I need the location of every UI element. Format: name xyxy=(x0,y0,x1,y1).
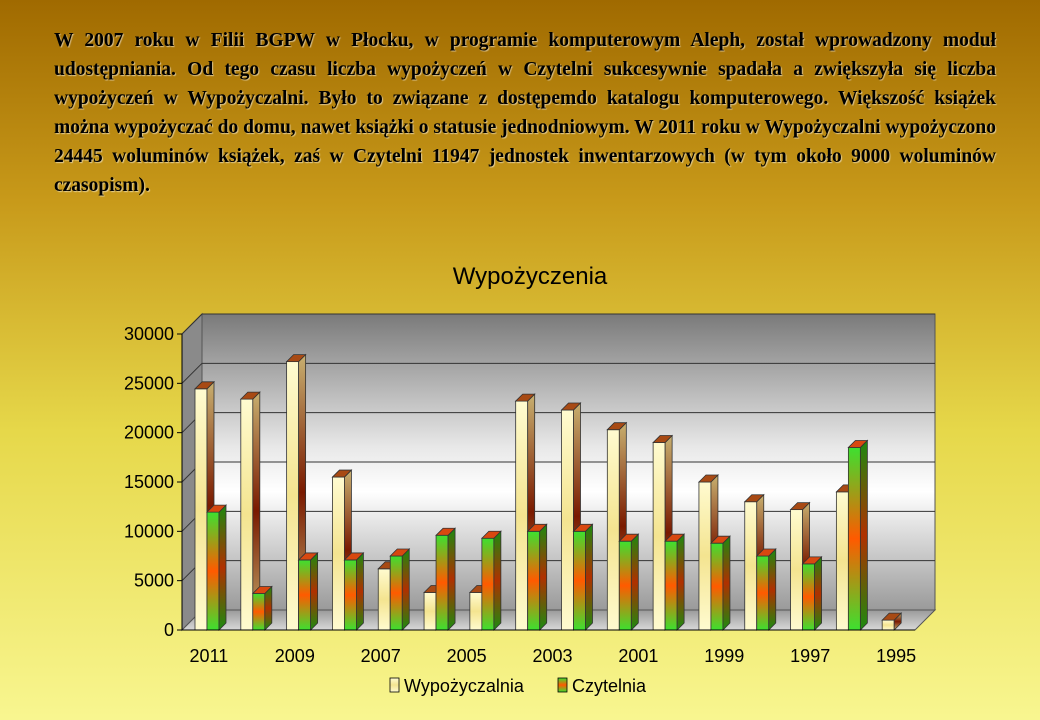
y-tick-label: 25000 xyxy=(124,373,174,393)
gridline-side xyxy=(181,362,203,384)
x-tick-label: 2001 xyxy=(618,646,658,666)
x-tick-label: 1997 xyxy=(790,646,830,666)
y-tick-label: 10000 xyxy=(124,521,174,541)
bar-czytelnia xyxy=(206,504,227,631)
y-tick-label: 5000 xyxy=(134,571,174,591)
x-tick-label: 1995 xyxy=(876,646,916,666)
bar-czytelnia xyxy=(755,548,777,631)
x-tick-label: 2003 xyxy=(532,646,572,666)
bar-czytelnia xyxy=(297,551,319,631)
x-tick-label: 2005 xyxy=(447,646,487,666)
bar-wypozyczalnia xyxy=(560,402,582,631)
legend-label: Wypożyczalnia xyxy=(404,676,525,696)
y-tick-label: 15000 xyxy=(124,472,174,492)
bar-czytelnia xyxy=(664,533,686,631)
x-tick-label: 1999 xyxy=(704,646,744,666)
y-tick-label: 30000 xyxy=(124,324,174,344)
bar-czytelnia xyxy=(572,523,594,631)
bar-czytelnia xyxy=(435,527,457,631)
y-tick-label: 0 xyxy=(164,620,174,640)
bar-czytelnia xyxy=(709,535,731,631)
bar-czytelnia xyxy=(480,530,502,631)
bar-czytelnia xyxy=(618,533,640,631)
bar-czytelnia xyxy=(389,548,411,631)
legend-label: Czytelnia xyxy=(572,676,647,696)
x-tick-label: 2011 xyxy=(190,646,229,666)
bar-czytelnia xyxy=(801,555,823,631)
bars xyxy=(194,353,903,631)
slide-paragraph: W 2007 roku w Filii BGPW w Płocku, w pro… xyxy=(54,30,996,196)
bar-wypozyczalnia xyxy=(881,612,903,631)
legend-swatch xyxy=(389,677,400,693)
y-tick-label: 20000 xyxy=(124,423,174,443)
bar-czytelnia xyxy=(526,523,548,631)
legend-swatch xyxy=(557,677,568,693)
legend: Wypożyczalnia Czytelnia xyxy=(389,676,647,696)
bar-czytelnia xyxy=(343,551,365,631)
x-tick-label: 2009 xyxy=(275,646,315,666)
gridline-side xyxy=(181,313,203,335)
x-tick-label: 2007 xyxy=(361,646,401,666)
chart-title: Wypożyczenia xyxy=(453,263,608,290)
bar-czytelnia xyxy=(847,439,869,631)
axes: 0 5000 10000 15000 20000 25000 30000 2011 2009 20… xyxy=(124,324,916,666)
bar-czytelnia xyxy=(251,585,273,631)
